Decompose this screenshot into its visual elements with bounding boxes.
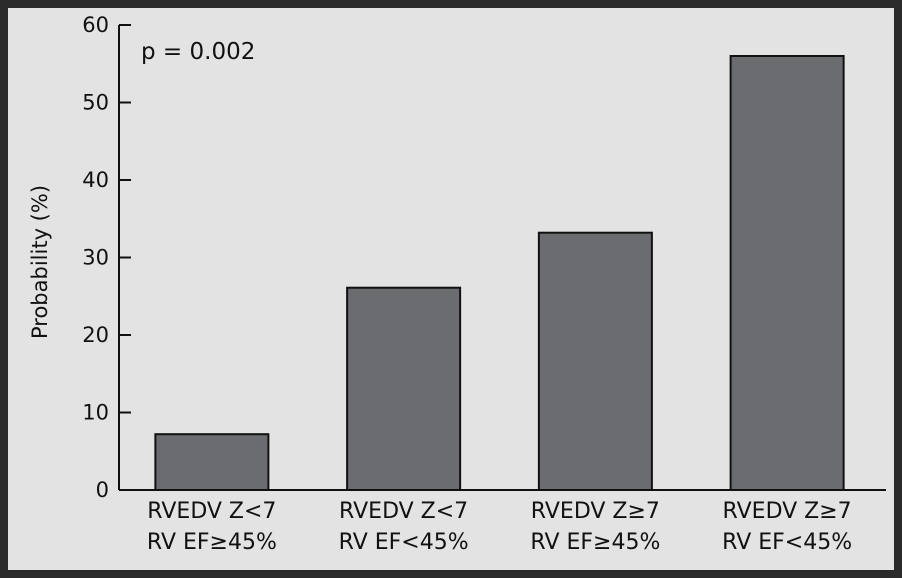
category-label-line: RVEDV Z≥7 <box>531 499 660 524</box>
bar <box>537 231 653 491</box>
category-label-line: RVEDV Z<7 <box>339 499 468 524</box>
bar <box>729 55 845 491</box>
category-label-line: RVEDV Z≥7 <box>723 499 852 524</box>
y-tick-label: 50 <box>82 91 109 115</box>
category-labels: RVEDV Z<7 RV EF≥45%RVEDV Z<7 RV EF<45%RVED… <box>147 499 852 555</box>
category-label-line: RV EF≥45% <box>147 530 277 555</box>
bars <box>154 55 845 492</box>
category-label: RVEDV Z≥7 RV EF<45% <box>722 499 852 555</box>
bar <box>346 286 462 491</box>
category-label: RVEDV Z≥7 RV EF≥45% <box>530 499 660 555</box>
category-label-line: RVEDV Z<7 <box>147 499 276 524</box>
y-tick-label: 30 <box>82 246 109 270</box>
category-label: RVEDV Z<7 RV EF≥45% <box>147 499 277 555</box>
y-axis: 0 10 20 30 40 50 60 <box>82 13 131 502</box>
y-tick-label: 10 <box>82 401 109 425</box>
y-tick-label: 40 <box>82 168 109 192</box>
category-label-line: RV EF<45% <box>339 530 469 555</box>
y-tick-label: 0 <box>96 478 109 502</box>
bar <box>154 433 270 492</box>
category-label-line: RV EF≥45% <box>530 530 660 555</box>
category-label-line: RV EF<45% <box>722 530 852 555</box>
y-tick-label: 60 <box>82 13 109 37</box>
y-axis-label: Probability (%) <box>28 185 52 339</box>
p-value-annotation: p = 0.002 <box>141 39 255 65</box>
category-label: RVEDV Z<7 RV EF<45% <box>339 499 469 555</box>
y-tick-label: 20 <box>82 323 109 347</box>
